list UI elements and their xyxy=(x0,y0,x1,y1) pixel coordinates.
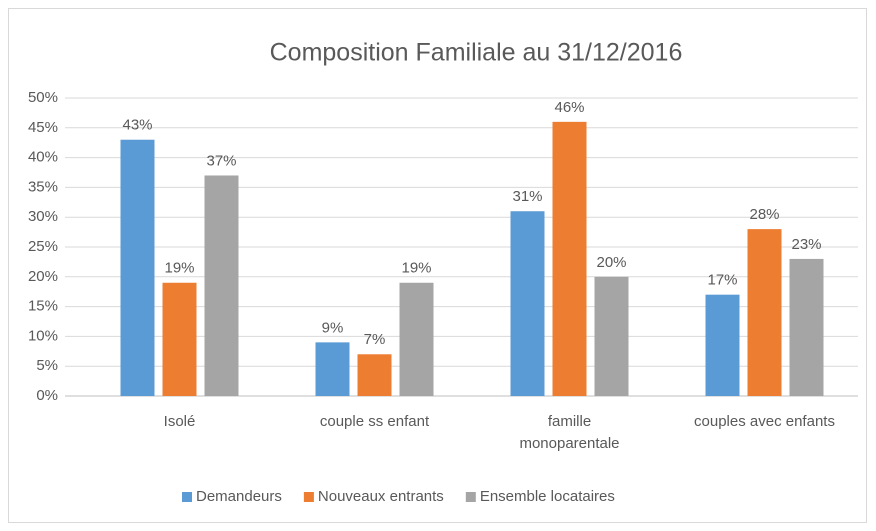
legend-label: Demandeurs xyxy=(196,488,282,505)
bar xyxy=(162,282,197,396)
y-tick-label: 15% xyxy=(28,298,58,315)
data-label: 19% xyxy=(164,260,194,277)
chart-title: Composition Familiale au 31/12/2016 xyxy=(270,39,683,67)
legend-label: Nouveaux entrants xyxy=(318,488,444,505)
x-tick-label: Isolé xyxy=(163,413,196,430)
x-tick-label: couple ss enfant xyxy=(319,413,430,430)
data-label: 37% xyxy=(206,152,236,169)
legend-swatch xyxy=(465,492,476,502)
y-tick-label: 50% xyxy=(28,89,58,106)
data-label: 46% xyxy=(554,99,584,116)
bar xyxy=(204,175,239,396)
bar xyxy=(552,121,587,396)
x-tick-label: couples avec enfants xyxy=(694,413,835,430)
bar xyxy=(315,342,350,396)
y-tick-label: 45% xyxy=(28,119,58,136)
data-label: 43% xyxy=(122,117,152,134)
bar xyxy=(789,258,824,396)
bar xyxy=(594,276,629,396)
y-tick-label: 5% xyxy=(36,357,58,374)
legend-label: Ensemble locataires xyxy=(480,488,615,505)
y-tick-label: 10% xyxy=(28,327,58,344)
data-label: 23% xyxy=(791,236,821,253)
bar xyxy=(747,229,782,396)
bar xyxy=(705,294,740,396)
bar xyxy=(510,211,545,396)
bar xyxy=(357,354,392,396)
legend-swatch xyxy=(182,492,192,502)
y-tick-label: 30% xyxy=(28,208,58,225)
y-tick-label: 40% xyxy=(28,149,58,166)
data-label: 20% xyxy=(596,254,626,271)
bar xyxy=(399,282,434,396)
legend-swatch xyxy=(303,492,314,502)
y-tick-label: 35% xyxy=(28,178,58,195)
data-label: 28% xyxy=(749,206,779,223)
y-tick-label: 25% xyxy=(28,238,58,255)
x-tick-label: famille monoparentale xyxy=(519,413,620,452)
data-label: 31% xyxy=(512,188,542,205)
data-label: 9% xyxy=(322,319,344,336)
data-label: 17% xyxy=(707,272,737,289)
y-tick-label: 0% xyxy=(36,387,58,404)
data-label: 19% xyxy=(401,260,431,277)
data-label: 7% xyxy=(364,331,386,348)
bar xyxy=(120,139,155,396)
y-tick-label: 20% xyxy=(28,268,58,285)
